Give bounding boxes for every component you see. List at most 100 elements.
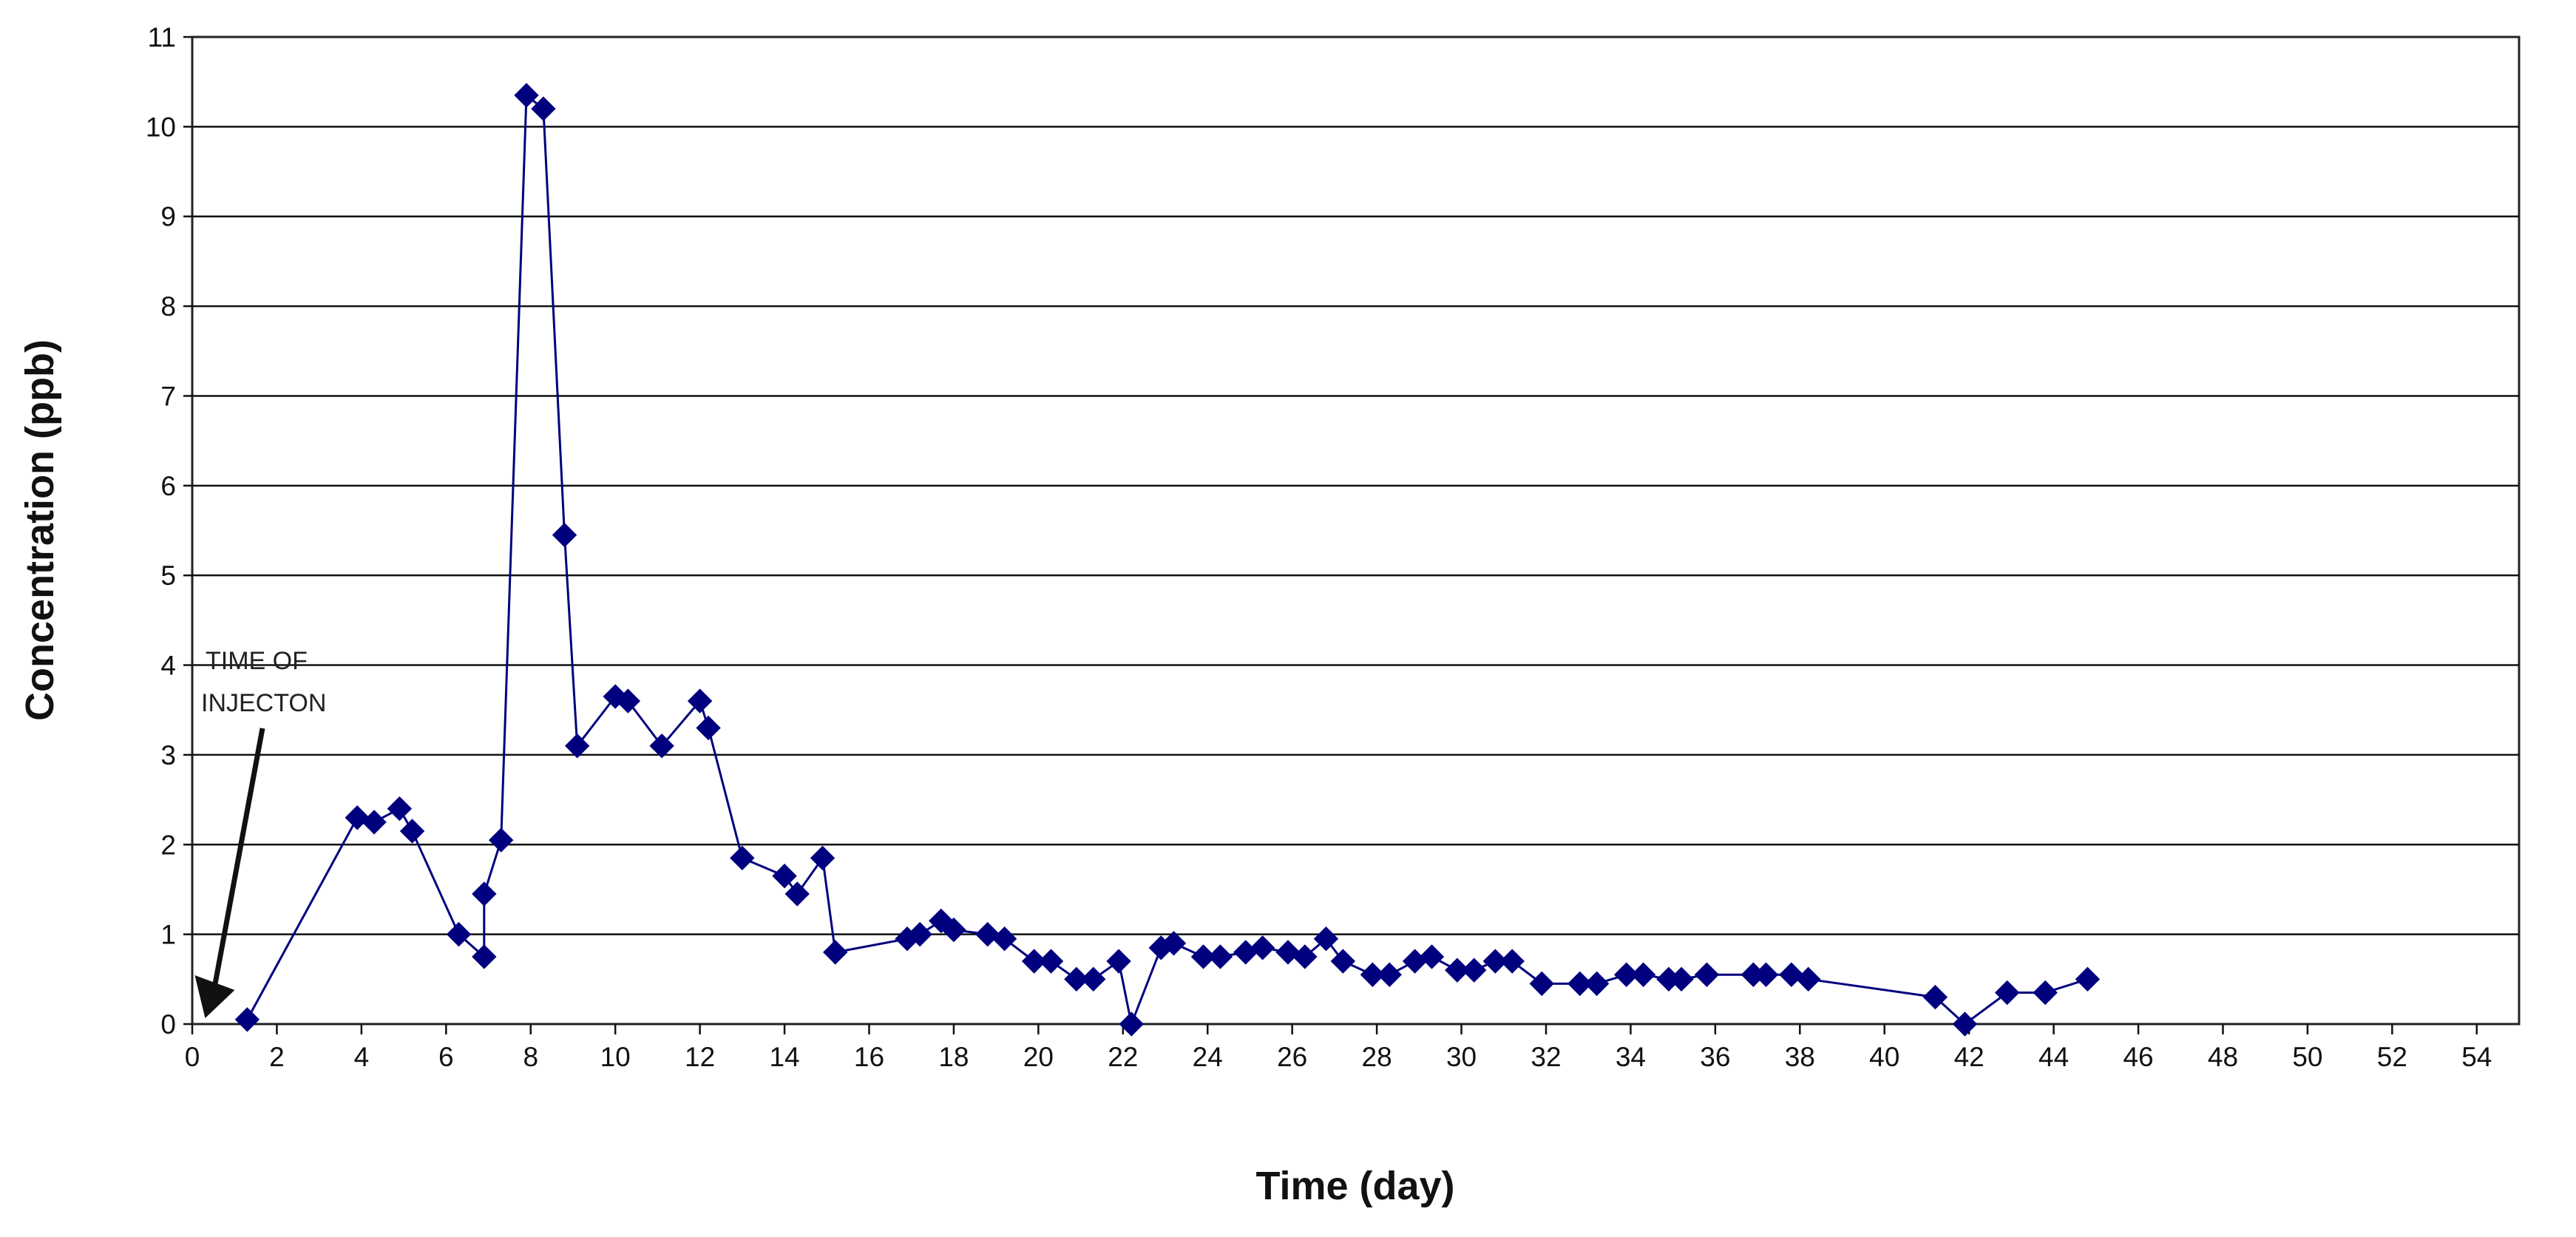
data-point-marker [1630, 962, 1656, 987]
data-point-marker [399, 819, 425, 844]
injection-annotation: TIME OF INJECTON [194, 647, 326, 1018]
y-tick-label: 9 [160, 202, 176, 232]
data-point-marker [696, 715, 721, 741]
data-point-marker [772, 864, 797, 889]
annotation-line-1: TIME OF [206, 647, 308, 675]
x-tick-label: 18 [938, 1042, 969, 1072]
plot-area [191, 35, 2521, 1026]
data-point-marker [992, 926, 1017, 952]
data-point-marker [649, 733, 674, 759]
data-point-marker [1161, 931, 1187, 956]
data-point-marker [345, 805, 370, 830]
data-point-marker [810, 845, 835, 871]
data-point-marker [1038, 949, 1064, 974]
data-point-marker [1360, 962, 1386, 987]
data-point-marker [1669, 966, 1694, 992]
annotation-line-2: INJECTON [201, 689, 326, 717]
x-tick-label: 36 [1700, 1042, 1730, 1072]
y-tick-label: 10 [146, 112, 176, 142]
data-point-marker [1796, 966, 1821, 992]
x-tick-label: 16 [854, 1042, 884, 1072]
x-tick-label: 8 [523, 1042, 538, 1072]
data-point-marker [1106, 949, 1131, 974]
data-point-marker [823, 940, 848, 965]
data-point-marker [1584, 971, 1610, 997]
y-tick-label: 4 [160, 651, 176, 681]
data-point-marker [472, 944, 497, 969]
y-tick-label: 6 [160, 471, 176, 501]
x-tick-label: 50 [2292, 1042, 2322, 1072]
x-tick-label: 24 [1193, 1042, 1223, 1072]
series-layer [234, 83, 2101, 1037]
data-point-marker [1499, 949, 1525, 974]
x-tick-label: 40 [1869, 1042, 1899, 1072]
x-tick-label: 26 [1277, 1042, 1307, 1072]
data-point-marker [2033, 980, 2058, 1006]
x-tick-label: 20 [1023, 1042, 1054, 1072]
x-tick-label: 2 [269, 1042, 285, 1072]
data-point-marker [1613, 962, 1639, 987]
data-point-marker [1250, 935, 1275, 960]
data-point-marker [687, 688, 713, 714]
data-point-marker [472, 881, 497, 906]
x-axis-title: Time (day) [1255, 1164, 1454, 1208]
data-point-marker [362, 810, 387, 835]
x-tick-label: 14 [769, 1042, 799, 1072]
x-tick-label: 30 [1446, 1042, 1477, 1072]
x-tick-label: 44 [2038, 1042, 2069, 1072]
x-tick-label: 10 [600, 1042, 631, 1072]
data-point-marker [1462, 958, 1487, 983]
x-tick-label: 54 [2461, 1042, 2492, 1072]
x-tick-label: 52 [2377, 1042, 2407, 1072]
data-point-marker [1207, 944, 1233, 969]
data-point-marker [1529, 971, 1554, 997]
data-point-marker [552, 522, 577, 548]
data-point-marker [1994, 980, 2020, 1006]
data-point-marker [1567, 971, 1593, 997]
x-tick-label: 28 [1362, 1042, 1392, 1072]
x-tick-label: 6 [438, 1042, 454, 1072]
y-axis-title: Concentration (ppb) [18, 339, 62, 721]
data-point-marker [1445, 958, 1470, 983]
data-point-marker [1753, 962, 1779, 987]
data-point-marker [1275, 940, 1301, 965]
data-point-marker [1330, 949, 1356, 974]
y-tick-label: 8 [160, 291, 176, 322]
x-tick-label: 22 [1108, 1042, 1138, 1072]
data-point-marker [234, 1007, 260, 1032]
y-tick-label: 11 [148, 22, 176, 52]
data-point-marker [564, 733, 590, 759]
data-point-marker [941, 917, 966, 943]
data-point-marker [975, 921, 1000, 947]
x-tick-label: 46 [2123, 1042, 2153, 1072]
series-line [246, 94, 2088, 1026]
data-point-marker [1922, 984, 1948, 1010]
data-point-marker [1377, 962, 1402, 987]
data-point-marker [1419, 944, 1445, 969]
x-tick-label: 0 [185, 1042, 200, 1072]
y-tick-label: 3 [160, 740, 176, 770]
x-tick-label: 4 [354, 1042, 370, 1072]
annotation-arrow-head [194, 975, 235, 1018]
annotation-arrow-shaft [211, 728, 265, 991]
y-tick-label: 7 [160, 381, 176, 411]
x-axis-ticks: 0 2 4 6 8 10 12 14 16 18 20 22 24 26 28 30 32 34 36 38 40 42 4… [185, 1024, 2492, 1072]
data-point-marker [615, 688, 641, 714]
x-tick-label: 34 [1616, 1042, 1646, 1072]
data-point-marker [1081, 966, 1106, 992]
data-point-marker [1952, 1011, 1978, 1037]
data-point-marker [784, 881, 810, 906]
x-tick-label: 42 [1954, 1042, 1984, 1072]
data-point-marker [387, 796, 413, 821]
data-point-marker [1779, 962, 1804, 987]
y-tick-label: 0 [160, 1009, 176, 1040]
x-tick-label: 12 [685, 1042, 715, 1072]
data-point-marker [730, 845, 755, 871]
data-point-marker [907, 921, 932, 947]
data-point-marker [1694, 962, 1720, 987]
x-tick-label: 38 [1785, 1042, 1815, 1072]
data-point-marker [1190, 944, 1216, 969]
y-tick-label: 1 [160, 920, 176, 950]
data-point-marker [1313, 926, 1339, 952]
data-point-marker [1292, 944, 1318, 969]
